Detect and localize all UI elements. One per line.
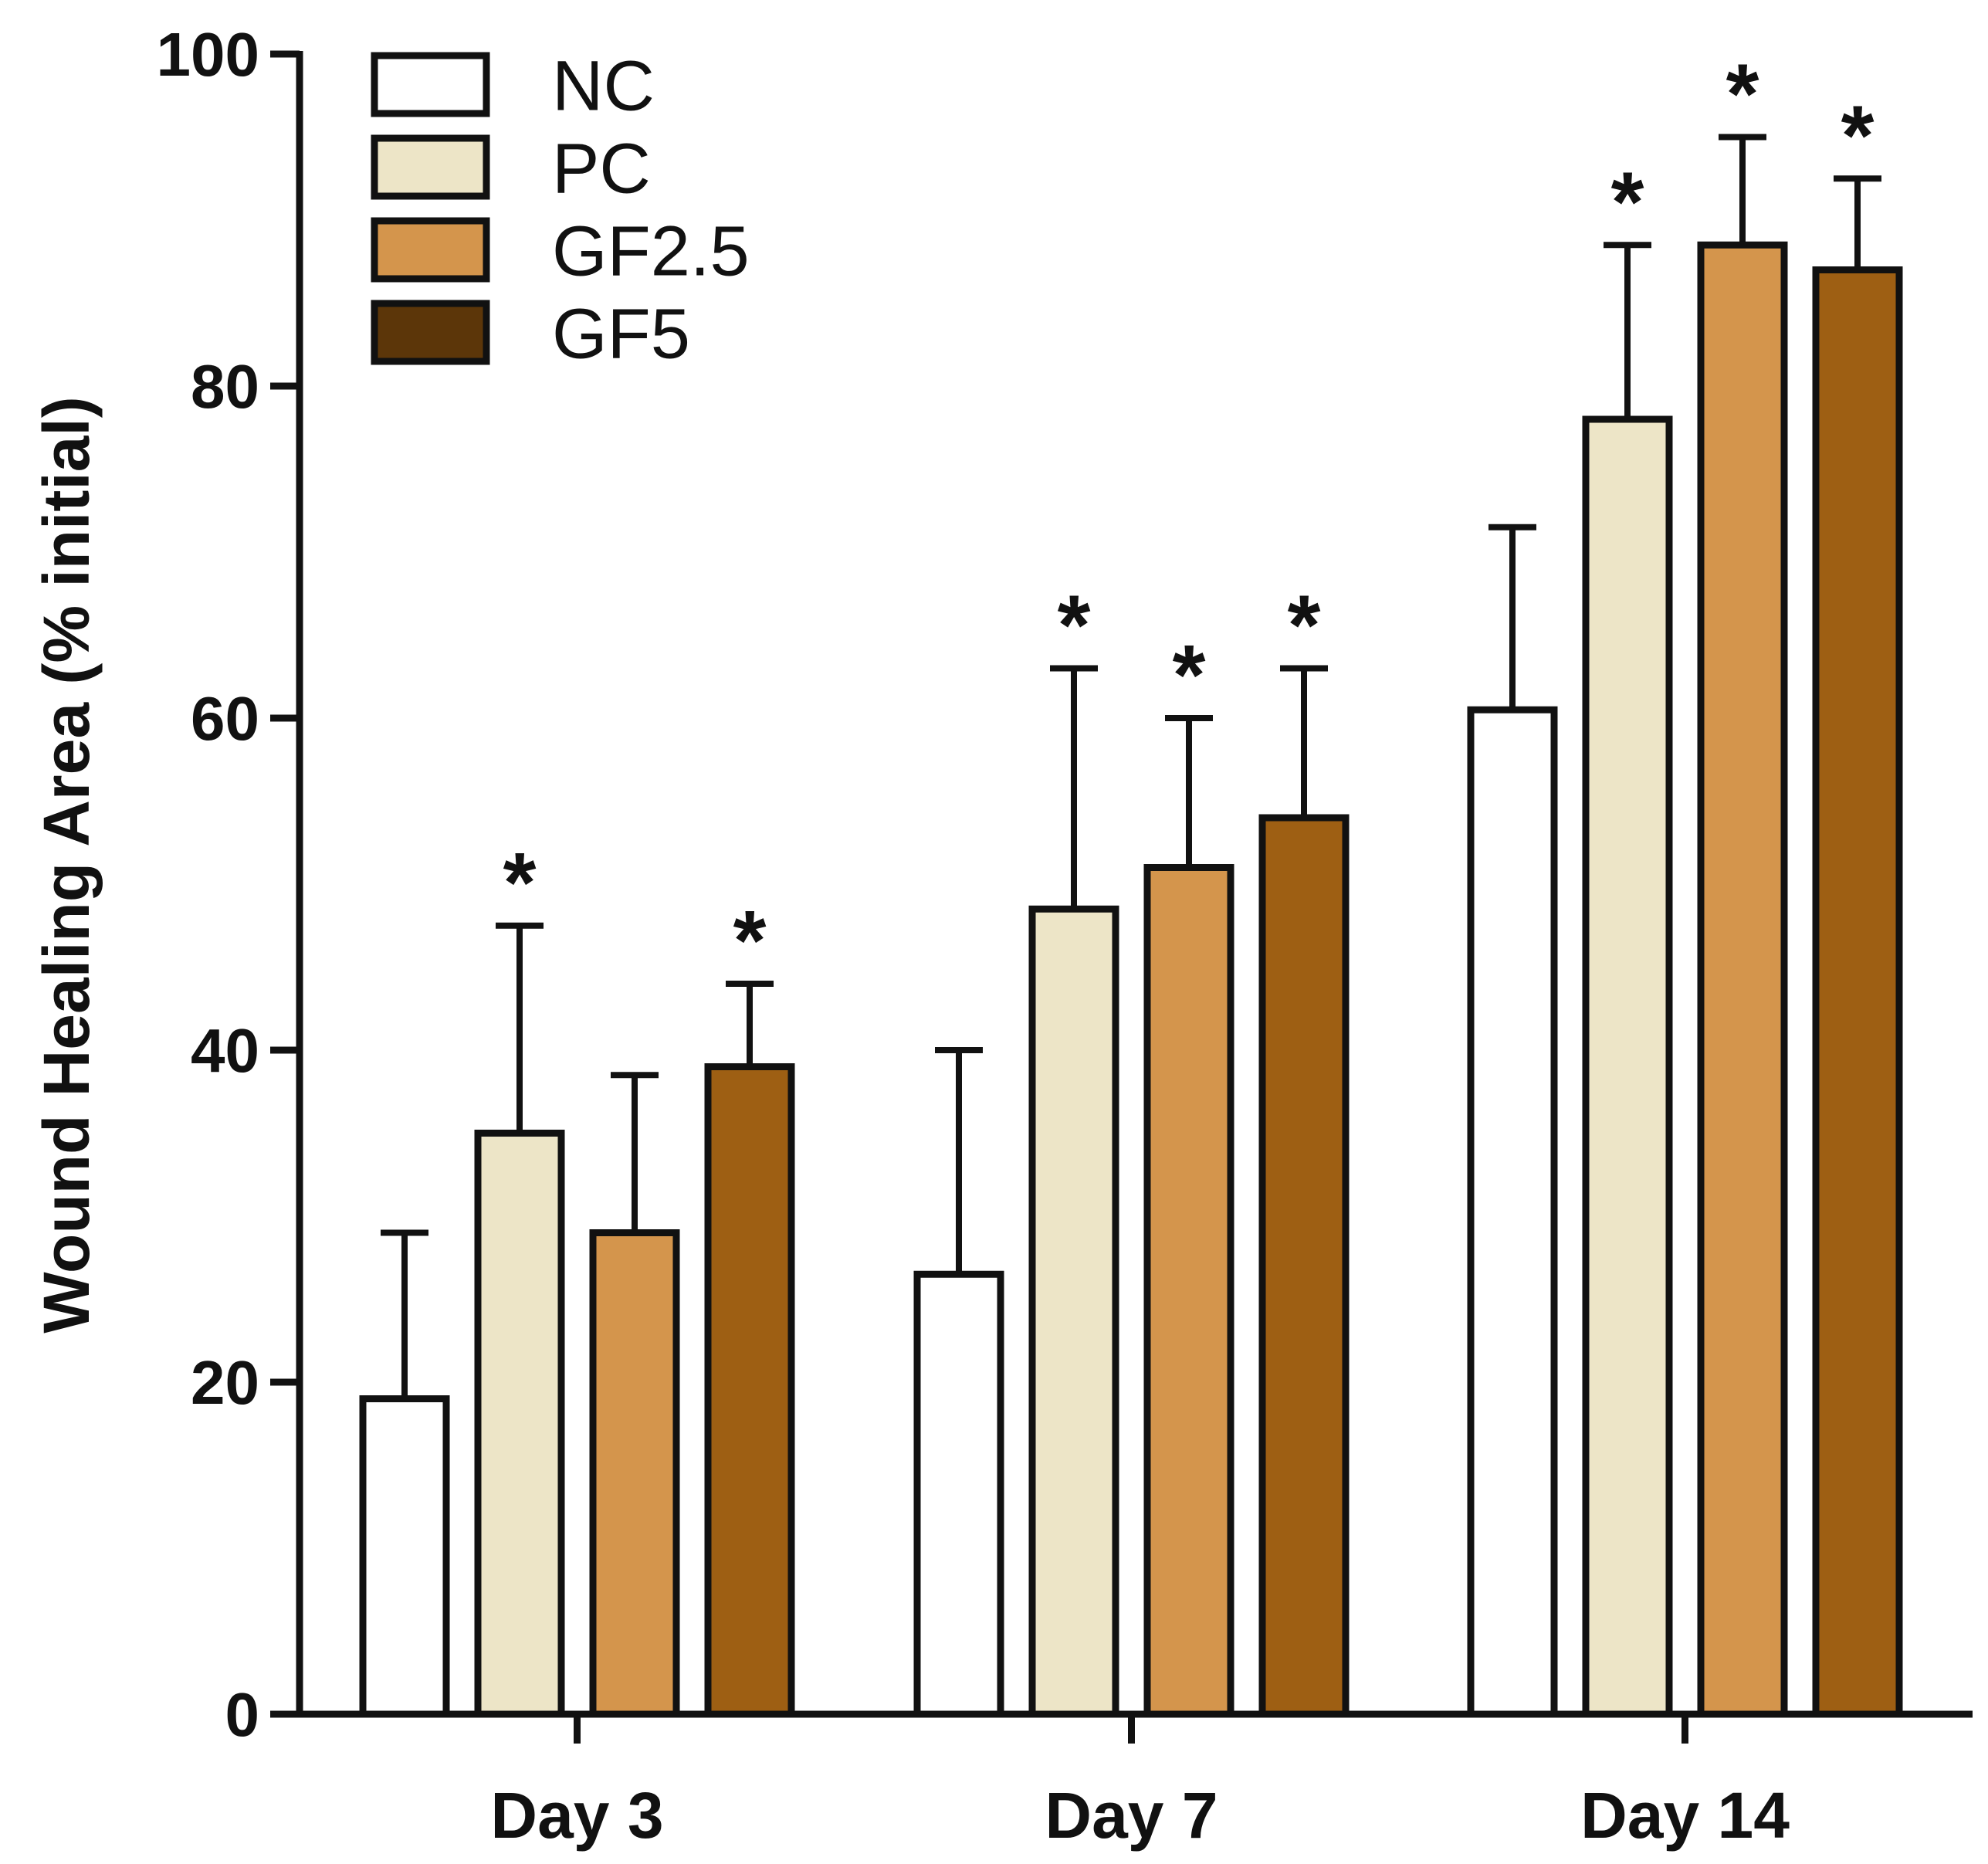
bar <box>1143 864 1234 1718</box>
significance-star: * <box>1173 628 1206 723</box>
y-tick-label: 100 <box>157 20 259 89</box>
legend-swatch <box>371 217 490 283</box>
legend-label: NC <box>552 47 655 126</box>
legend-swatch <box>371 52 490 117</box>
bar <box>913 1270 1004 1718</box>
legend-swatch <box>371 134 490 200</box>
y-axis-label: Wound Healing Area (% initial) <box>30 396 103 1333</box>
bar <box>1582 415 1673 1718</box>
x-category-label: Day 3 <box>490 1779 663 1852</box>
bar <box>359 1395 450 1718</box>
y-tick-label: 80 <box>191 352 259 421</box>
legend-label: GF2.5 <box>552 212 750 291</box>
y-axis: 0 20 40 60 80 100 <box>157 20 303 1749</box>
y-tick-label: 20 <box>191 1348 259 1417</box>
x-axis: Day 3 Day 7 Day 14 <box>296 1710 1973 1852</box>
legend-swatch <box>371 300 490 365</box>
bar <box>1697 241 1788 1718</box>
x-category-label: Day 7 <box>1045 1779 1218 1852</box>
x-category-label: Day 14 <box>1580 1779 1790 1852</box>
significance-star: * <box>503 835 537 930</box>
legend-label: GF5 <box>552 295 690 374</box>
bar <box>1467 706 1558 1718</box>
y-tick-label: 60 <box>191 684 259 753</box>
bars: * * * * * * * * <box>359 47 1903 1718</box>
significance-star: * <box>1841 88 1875 183</box>
bar <box>589 1229 680 1718</box>
significance-star: * <box>733 893 767 988</box>
significance-star: * <box>1288 578 1321 673</box>
bar <box>474 1130 565 1718</box>
bar <box>1812 266 1903 1718</box>
bar <box>1028 905 1119 1718</box>
bar <box>704 1063 795 1718</box>
significance-star: * <box>1058 578 1091 673</box>
legend-label: PC <box>552 130 651 208</box>
significance-star: * <box>1726 47 1759 142</box>
bar <box>1258 814 1350 1718</box>
y-tick-label: 40 <box>191 1016 259 1085</box>
significance-star: * <box>1611 154 1644 249</box>
y-tick-label: 0 <box>225 1680 260 1749</box>
